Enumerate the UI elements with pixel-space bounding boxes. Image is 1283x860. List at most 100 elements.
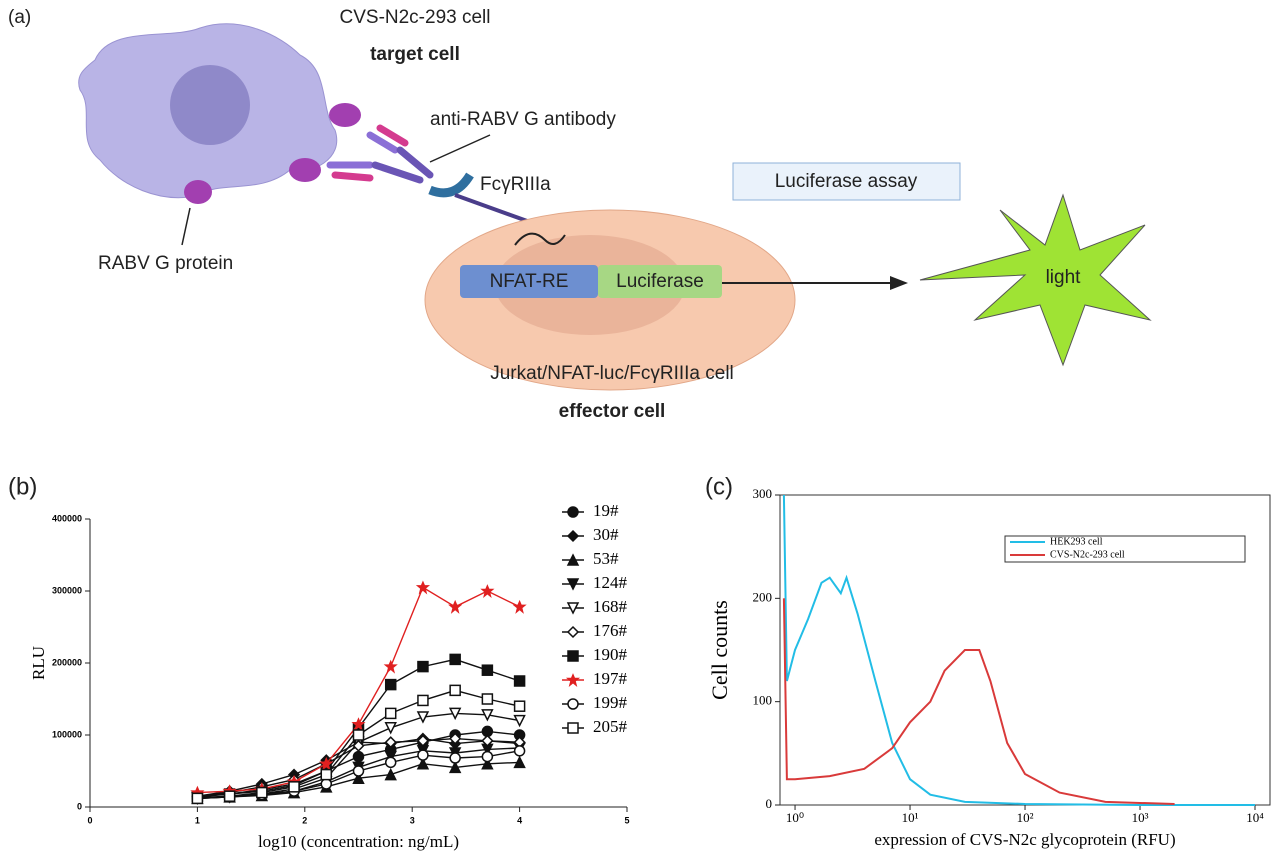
data-point <box>351 717 366 732</box>
data-point <box>352 729 365 741</box>
legend-marker <box>566 578 580 591</box>
legend-marker <box>566 602 580 615</box>
data-point <box>449 732 462 745</box>
label: target cell <box>370 44 460 65</box>
label: Luciferase <box>616 271 704 292</box>
x-tick-label: 10³ <box>1132 810 1149 825</box>
legend-marker <box>567 698 579 710</box>
x-tick-label: 3 <box>410 815 415 825</box>
data-point <box>512 599 527 614</box>
label: Luciferase assay <box>775 171 918 192</box>
data-point <box>448 760 462 774</box>
legend-marker <box>567 506 579 518</box>
label: anti-RABV G antibody <box>430 109 616 130</box>
data-point <box>481 734 494 747</box>
data-point <box>352 739 365 752</box>
series-line <box>782 598 1175 805</box>
data-point <box>384 736 397 749</box>
data-point <box>481 757 494 770</box>
y-tick-label: 200 <box>753 589 773 604</box>
data-point <box>448 599 463 614</box>
data-point <box>416 757 430 770</box>
legend-label: 19# <box>593 501 619 520</box>
y-tick-label: 300 <box>753 486 773 501</box>
data-point <box>415 580 431 595</box>
legend-box <box>1004 535 1246 563</box>
panel-label: (a) <box>8 7 31 28</box>
legend-marker <box>566 529 580 543</box>
data-point <box>320 768 333 781</box>
data-point <box>383 659 398 674</box>
promoter-box <box>460 265 598 298</box>
data-point <box>384 722 397 735</box>
data-point <box>384 707 397 720</box>
x-tick-label: 10⁰ <box>786 810 804 825</box>
data-point <box>352 750 365 763</box>
x-tick-label: 0 <box>87 815 92 825</box>
data-point <box>449 684 461 697</box>
data-point <box>352 765 365 777</box>
data-point <box>481 664 494 676</box>
light-star <box>919 193 1152 367</box>
g-protein <box>289 158 321 182</box>
data-point <box>513 700 526 712</box>
label: CVS-N2c-293 cell <box>340 7 491 28</box>
y-tick-label: 100 <box>753 693 773 708</box>
data-point <box>449 653 461 666</box>
receptor-tail <box>454 193 531 224</box>
data-point <box>513 675 526 687</box>
legend-label: 124# <box>593 573 628 592</box>
data-point <box>449 752 461 764</box>
panel-label: (b) <box>8 473 37 500</box>
data-point <box>384 756 397 769</box>
data-point <box>513 755 526 769</box>
x-axis-label: expression of CVS-N2c glycoprotein (RFU) <box>874 830 1175 849</box>
data-point <box>384 678 397 691</box>
signal-arrow <box>514 232 566 246</box>
x-tick-label: 2 <box>302 815 307 825</box>
assay-box <box>732 162 961 201</box>
nucleus <box>170 65 250 145</box>
x-tick-label: 5 <box>624 815 629 825</box>
legend-marker <box>565 673 581 688</box>
x-tick-label: 1 <box>195 815 200 825</box>
legend-label: 30# <box>593 525 619 544</box>
label: FcγRIIIa <box>480 174 551 195</box>
data-point <box>417 694 429 707</box>
data-point <box>416 711 430 724</box>
y-tick-label: 200000 <box>52 657 82 667</box>
data-point <box>481 750 494 763</box>
y-axis-label: Cell counts <box>707 600 732 700</box>
legend-marker <box>566 625 580 639</box>
data-point <box>416 734 430 747</box>
reporter-box <box>598 265 722 298</box>
panel-label: (c) <box>705 473 733 500</box>
series-line <box>782 494 1255 806</box>
legend-label: 53# <box>593 549 619 568</box>
data-point <box>480 584 495 599</box>
x-axis-label: log10 (concentration: ng/mL) <box>258 832 459 851</box>
legend-marker <box>567 650 579 662</box>
antibody <box>326 124 434 184</box>
data-point <box>417 749 429 761</box>
data-point <box>352 771 365 784</box>
legend-label: 168# <box>593 597 628 616</box>
data-point <box>320 778 333 790</box>
y-tick-label: 400000 <box>52 513 82 523</box>
g-protein <box>184 180 212 204</box>
legend-label: 197# <box>593 669 628 688</box>
data-point <box>288 781 300 793</box>
x-tick-label: 10¹ <box>902 810 919 825</box>
legend-label: 176# <box>593 621 628 640</box>
label: light <box>1046 267 1082 288</box>
y-tick-label: 100000 <box>52 729 82 739</box>
label: effector cell <box>559 401 666 422</box>
data-point <box>384 750 397 764</box>
receptor <box>428 172 474 198</box>
legend-marker <box>567 722 579 734</box>
y-tick-label: 0 <box>766 796 773 811</box>
y-axis-label: RLU <box>29 646 48 680</box>
arrowhead <box>890 276 908 290</box>
x-tick-label: 10² <box>1017 810 1034 825</box>
